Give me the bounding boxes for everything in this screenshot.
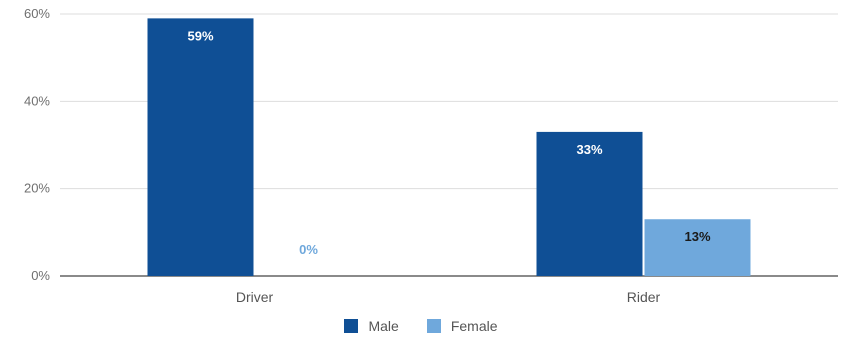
y-tick-label: 20%	[24, 181, 50, 196]
legend: Male Female	[0, 318, 842, 334]
data-label-male-driver: 59%	[187, 28, 213, 43]
bar-male-driver	[147, 18, 254, 276]
x-category-label: Driver	[236, 289, 274, 305]
y-tick-label: 0%	[31, 268, 50, 283]
legend-item-male: Male	[344, 318, 399, 334]
legend-swatch-male	[344, 319, 359, 333]
bar-female-rider	[644, 219, 751, 276]
data-label-male-rider: 33%	[576, 142, 602, 157]
bar-male-rider	[536, 131, 643, 276]
legend-swatch-female	[426, 319, 441, 333]
x-category-label: Rider	[627, 289, 661, 305]
y-tick-label: 60%	[24, 6, 50, 21]
legend-label-male: Male	[368, 318, 399, 334]
data-label-female-rider: 13%	[684, 229, 710, 244]
y-tick-label: 40%	[24, 93, 50, 108]
legend-label-female: Female	[450, 318, 498, 334]
legend-item-female: Female	[426, 318, 498, 334]
data-label-female-driver: 0%	[299, 242, 318, 257]
